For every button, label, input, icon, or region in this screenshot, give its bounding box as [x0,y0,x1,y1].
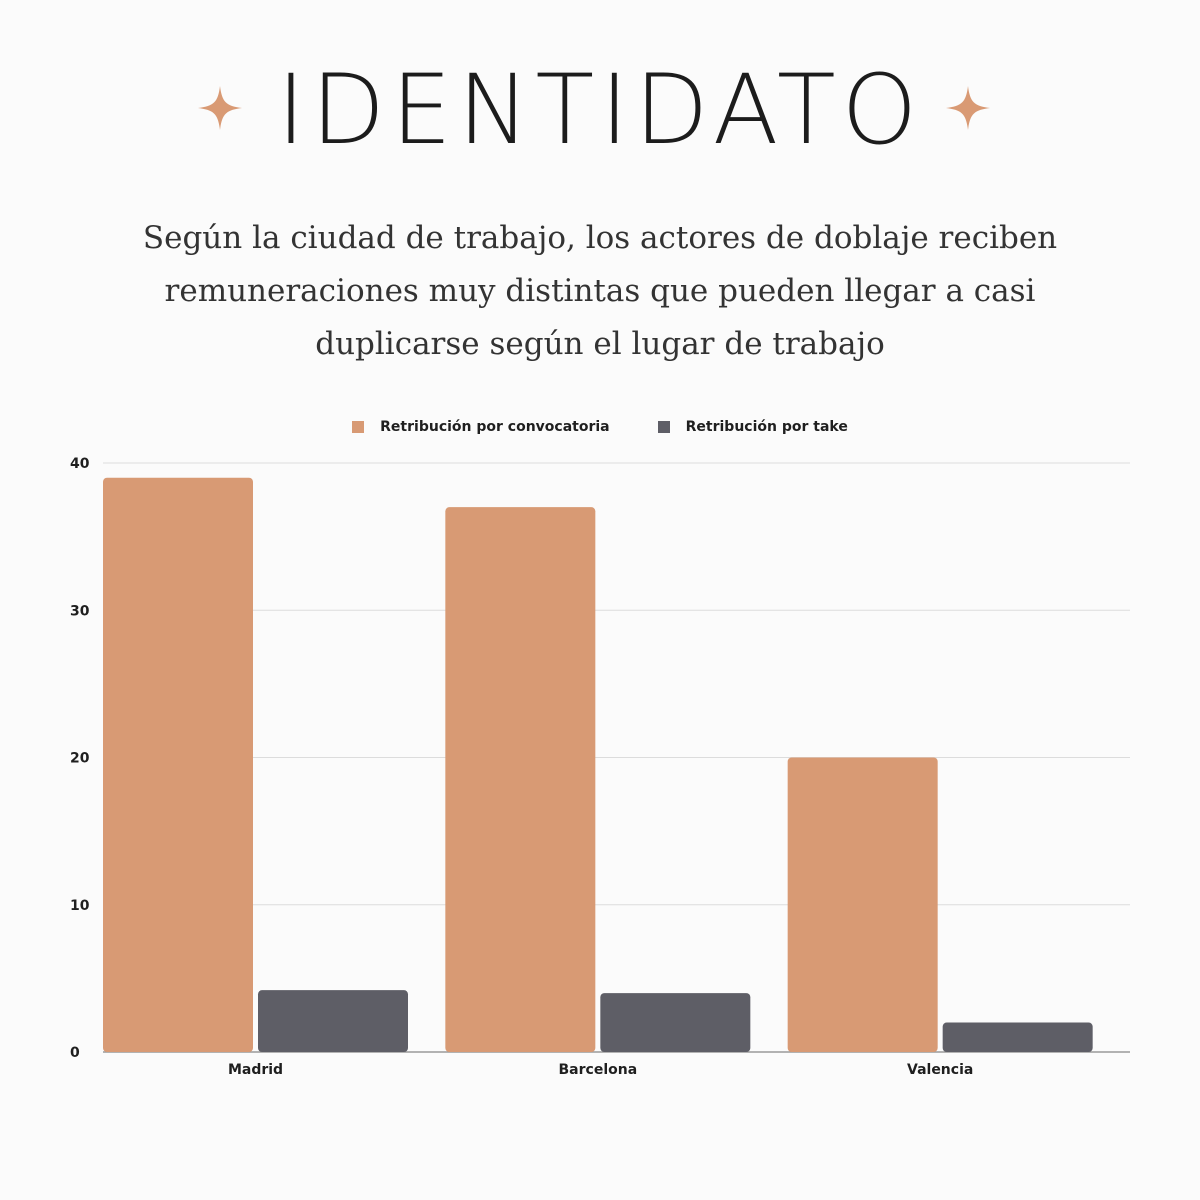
y-tick-label-20: 20 [70,751,90,767]
legend-swatch-convocatoria [352,421,365,433]
subtitle-line-1: Según la ciudad de trabajo, los actores … [142,220,1058,256]
sparkle-icon-right [946,86,990,130]
legend-label-take: Retribución por take [685,419,848,435]
x-category-label-valencia: Valencia [907,1062,973,1078]
bar-chart: 0 10 20 30 40 Madrid Barcelona Valencia [70,456,1130,1078]
subtitle-line-2: remuneraciones muy distintas que pueden … [164,273,1036,309]
x-category-label-barcelona: Barcelona [559,1062,638,1078]
legend-item-convocatoria: Retribución por convocatoria [352,415,610,439]
header: IDENTIDATO [0,55,1200,165]
legend-label-convocatoria: Retribución por convocatoria [380,419,610,435]
y-tick-label-40: 40 [70,456,90,472]
bar-madrid-series-1 [103,477,253,1053]
bar-madrid-series-2 [258,990,408,1052]
y-tick-label-30: 30 [70,603,90,619]
bar-barcelona-series-1 [445,507,596,1052]
subtitle-line-3: duplicarse según el lugar de trabajo [315,326,885,362]
y-tick-label-10: 10 [70,898,90,914]
sparkle-icon-left [198,86,242,130]
bar-valencia-series-2 [942,1022,1093,1052]
bar-barcelona-series-2 [600,993,751,1052]
legend-swatch-take [657,421,670,433]
x-category-label-madrid: Madrid [228,1062,283,1078]
bar-valencia-series-1 [787,757,938,1052]
legend-item-take: Retribución por take [657,415,848,439]
brand-title: IDENTIDATO [276,54,924,166]
chart-legend: Retribución por convocatoria Retribución… [0,415,1200,439]
chart-subtitle: Según la ciudad de trabajo, los actores … [100,212,1100,371]
y-tick-label-0: 0 [70,1045,80,1061]
